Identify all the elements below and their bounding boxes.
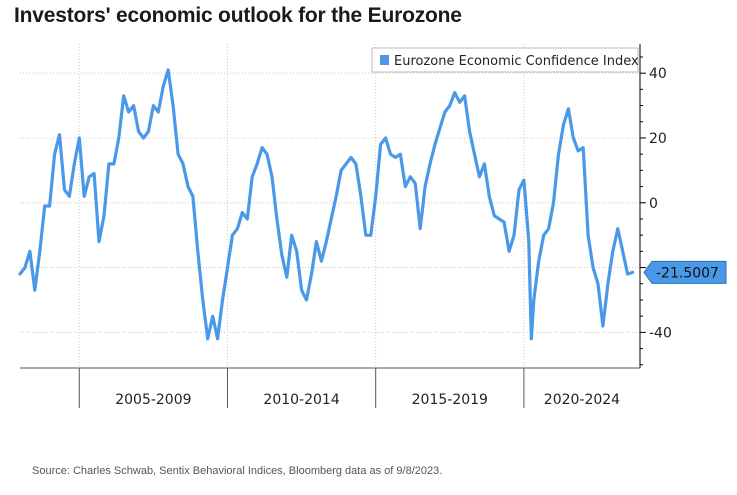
- x-period-label: 2020-2024: [544, 392, 620, 408]
- y-tick-label: -40: [649, 325, 672, 341]
- x-period-label: 2015-2019: [412, 392, 488, 408]
- series-line: [18, 68, 635, 341]
- legend-box: [371, 47, 639, 73]
- last-value-label-group: -21.5007: [643, 260, 727, 284]
- x-period-label: 2005-2009: [115, 392, 191, 408]
- last-value-tag: [643, 260, 727, 284]
- grid-lines: [20, 44, 640, 368]
- y-tick-label: 0: [649, 196, 658, 212]
- y-tick-label: 20: [649, 131, 667, 147]
- chart-title: Investors' economic outlook for the Euro…: [14, 4, 462, 27]
- series-layer: [18, 68, 635, 341]
- legend: Eurozone Economic Confidence Index: [371, 47, 639, 73]
- y-tick-label: 40: [649, 66, 667, 82]
- legend-swatch: [380, 55, 389, 65]
- axes: 40 20 0 -40 2005-2009 2010-2014 2015-2019 2020-…: [20, 44, 672, 408]
- x-period-label: 2010-2014: [263, 392, 339, 408]
- last-value-label: -21.5007: [656, 265, 719, 281]
- source-note: Source: Charles Schwab, Sentix Behaviora…: [32, 465, 443, 477]
- legend-label: Eurozone Economic Confidence Index: [394, 54, 639, 69]
